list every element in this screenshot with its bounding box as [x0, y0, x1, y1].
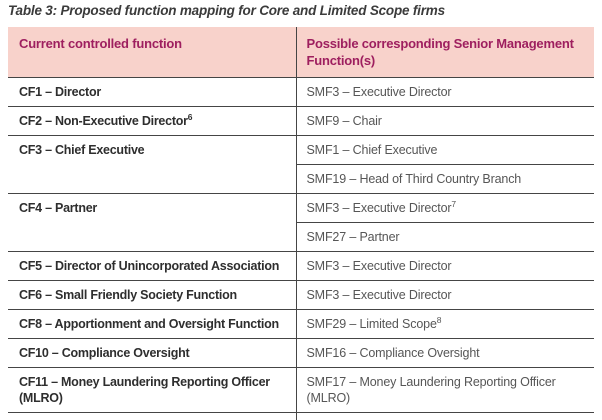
smf-cell: SMF21 – EEA Branch Senior Management Fun…: [295, 412, 594, 420]
smf-cell: SMF27 – Partner: [295, 222, 594, 252]
cf-cell: CF2 – Non-Executive Director6: [8, 106, 296, 136]
table-row-cf1: CF1 – Director SMF3 – Executive Director: [8, 77, 594, 107]
header-row: Current controlled function Possible cor…: [8, 27, 594, 79]
cf-label: CF5 – Director of Unincorporated Associa…: [19, 259, 280, 274]
cf-cell: CF11 – Money Laundering Reporting Office…: [8, 367, 296, 413]
table-row-cf3-sub: SMF19 – Head of Third Country Branch: [8, 164, 594, 194]
smf-cell: SMF3 – Executive Director: [295, 280, 594, 310]
header-possible-smf: Possible corresponding Senior Management…: [295, 27, 594, 79]
cf-cell: CF4 – Partner: [8, 193, 296, 252]
cf-cell: CF5 – Director of Unincorporated Associa…: [8, 251, 296, 281]
smf-label: SMF3 – Executive Director: [306, 288, 452, 303]
smf-label: SMF9 – Chair: [306, 114, 382, 129]
cf-label: CF6 – Small Friendly Society Function: [19, 288, 237, 303]
smf-label: SMF1 – Chief Executive: [306, 143, 438, 158]
cf-label: CF8 – Apportionment and Oversight Functi…: [19, 317, 279, 332]
table-row-cf3: CF3 – Chief Executive SMF1 – Chief Execu…: [8, 135, 594, 194]
table-row-cf11: CF11 – Money Laundering Reporting Office…: [8, 367, 594, 413]
table-row-cf4: CF4 – Partner SMF3 – Executive Director7: [8, 193, 594, 252]
smf-label: SMF3 – Executive Director: [306, 259, 452, 274]
table-row-cf29: CF29 – Significant Management Function9 …: [8, 412, 594, 420]
footnote-ref: 8: [436, 315, 442, 326]
smf-cell: SMF9 – Chair: [295, 106, 594, 136]
smf-cell: SMF19 – Head of Third Country Branch: [295, 164, 594, 194]
smf-label: SMF29 – Limited Scope: [306, 317, 437, 332]
cf-cell: CF1 – Director: [8, 77, 296, 107]
cf-cell: CF8 – Apportionment and Oversight Functi…: [8, 309, 296, 339]
smf-label: SMF3 – Executive Director: [306, 85, 452, 100]
smf-cell: SMF3 – Executive Director: [295, 251, 594, 281]
cf-cell: CF6 – Small Friendly Society Function: [8, 280, 296, 310]
function-mapping-table: Current controlled function Possible cor…: [8, 27, 594, 420]
smf-label: SMF16 – Compliance Oversight: [306, 346, 480, 361]
smf-cell: SMF29 – Limited Scope8: [295, 309, 594, 339]
smf-cell: SMF3 – Executive Director7: [295, 193, 594, 223]
table-row-cf8: CF8 – Apportionment and Oversight Functi…: [8, 309, 594, 339]
cf-label: CF11 – Money Laundering Reporting Office…: [19, 375, 270, 406]
footnote-ref: 6: [187, 112, 193, 123]
footnote-ref: 9: [254, 418, 259, 420]
cf-label: CF3 – Chief Executive: [19, 143, 145, 158]
smf-label: SMF27 – Partner: [306, 230, 400, 245]
smf-label: SMF17 – Money Laundering Reporting Offic…: [306, 375, 556, 406]
smf-cell: SMF3 – Executive Director: [295, 77, 594, 107]
cf-label: CF2 – Non-Executive Director: [19, 114, 188, 129]
table-row-cf2: CF2 – Non-Executive Director6 SMF9 – Cha…: [8, 106, 594, 136]
table-row-cf4-sub: SMF27 – Partner: [8, 222, 594, 252]
smf-cell: SMF16 – Compliance Oversight: [295, 338, 594, 368]
cf-label: CF4 – Partner: [19, 201, 98, 216]
table-row-cf10: CF10 – Compliance Oversight SMF16 – Comp…: [8, 338, 594, 368]
cf-label: CF1 – Director: [19, 85, 101, 100]
smf-label: SMF3 – Executive Director: [306, 201, 452, 216]
table-row-cf5: CF5 – Director of Unincorporated Associa…: [8, 251, 594, 281]
cf-cell: CF3 – Chief Executive: [8, 135, 296, 194]
smf-cell: SMF17 – Money Laundering Reporting Offic…: [295, 367, 594, 413]
smf-label: SMF19 – Head of Third Country Branch: [306, 172, 522, 187]
cf-cell: CF29 – Significant Management Function9: [8, 412, 296, 420]
table-row-cf6: CF6 – Small Friendly Society Function SM…: [8, 280, 594, 310]
cf-cell: CF10 – Compliance Oversight: [8, 338, 296, 368]
footnote-ref: 7: [451, 199, 456, 210]
header-current-controlled-function: Current controlled function: [8, 27, 296, 79]
smf-cell: SMF1 – Chief Executive: [295, 135, 594, 165]
cf-label: CF10 – Compliance Oversight: [19, 346, 190, 361]
table-title: Table 3: Proposed function mapping for C…: [8, 3, 445, 18]
